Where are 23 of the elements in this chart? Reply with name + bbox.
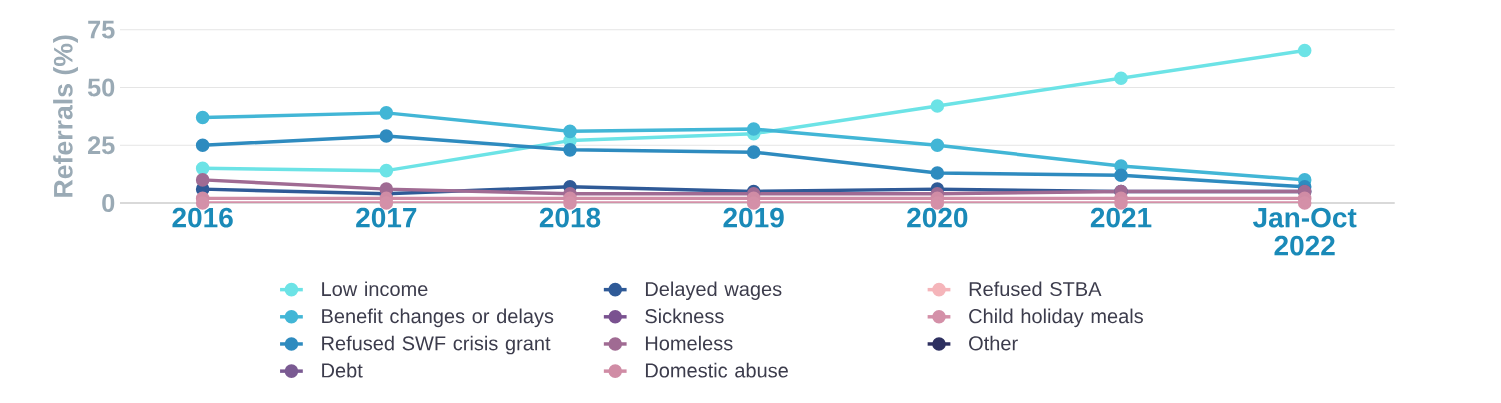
- legend-label: Refused STBA: [969, 281, 1102, 297]
- legend-label: Debt: [322, 362, 363, 378]
- y-tick-label: 75: [88, 20, 115, 39]
- y-tick-label: 0: [102, 194, 115, 212]
- legend-label: Other: [969, 335, 1018, 351]
- y-axis-title: Referrals (%): [53, 35, 78, 197]
- x-tick-label: 2019: [723, 207, 784, 228]
- x-tick-label: 2018: [539, 207, 601, 228]
- x-tick-label: 2020: [907, 207, 968, 228]
- x-tick-label: Jan-Oct 2022: [1252, 207, 1357, 256]
- legend-label: Low income: [322, 281, 428, 297]
- legend-label: Child holiday meals: [969, 308, 1143, 328]
- y-tick-label: 50: [87, 78, 115, 97]
- legend-label: Domestic abuse: [645, 362, 788, 378]
- x-tick-label: 2016: [172, 207, 233, 228]
- legend-label: Delayed wages: [645, 281, 782, 301]
- x-tick-label: 2017: [356, 207, 417, 228]
- legend-label: Homeless: [645, 335, 733, 351]
- x-tick-label: 2021: [1090, 207, 1152, 228]
- y-tick-label: 25: [87, 136, 115, 155]
- legend-label: Sickness: [645, 308, 724, 324]
- legend-label: Refused SWF crisis grant: [322, 335, 551, 355]
- legend-label: Benefit changes or delays: [322, 308, 554, 328]
